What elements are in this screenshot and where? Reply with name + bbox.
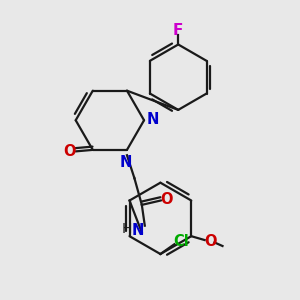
Text: Cl: Cl xyxy=(174,234,189,249)
Text: N: N xyxy=(119,155,132,170)
Text: O: O xyxy=(63,144,75,159)
Text: N: N xyxy=(147,112,159,127)
Text: O: O xyxy=(204,234,217,249)
Text: F: F xyxy=(173,23,183,38)
Text: H: H xyxy=(121,222,132,236)
Text: N: N xyxy=(131,223,144,238)
Text: O: O xyxy=(160,192,173,207)
